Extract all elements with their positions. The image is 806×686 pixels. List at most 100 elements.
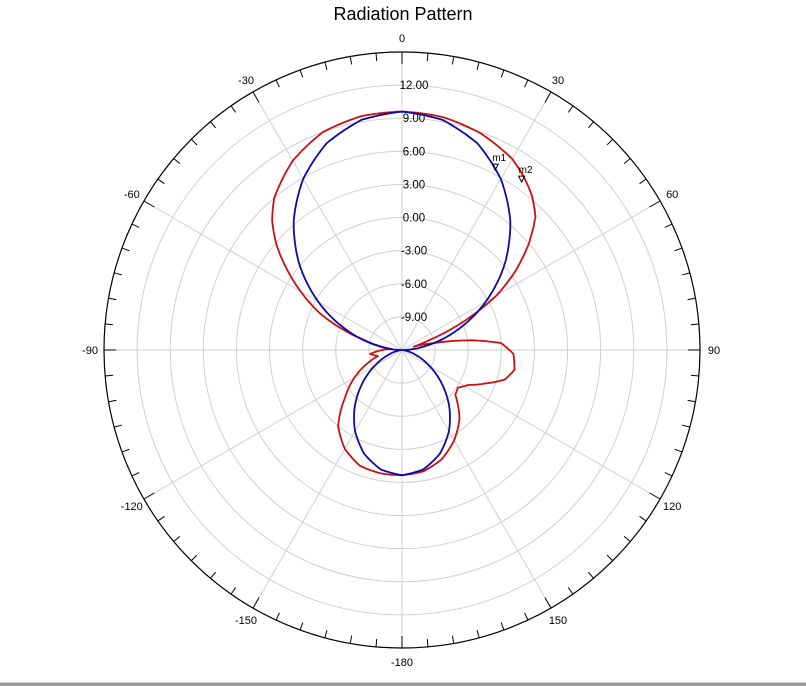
- angle-tick: [252, 597, 260, 609]
- angle-label: -90: [82, 345, 98, 357]
- angle-tick: [606, 554, 614, 562]
- angle-tick: [649, 492, 661, 500]
- angle-tick: [687, 399, 696, 403]
- angle-tick: [623, 158, 631, 164]
- angle-label: -180: [391, 657, 413, 669]
- angle-tick: [588, 121, 594, 129]
- marker-triangle-icon: [517, 175, 526, 184]
- angle-tick: [190, 138, 198, 146]
- marker-triangle-icon: [491, 163, 500, 172]
- angle-tick: [275, 612, 280, 621]
- bottom-scrollbar[interactable]: [0, 682, 806, 686]
- angle-tick: [500, 622, 505, 631]
- radial-tick-label: -3.00: [401, 246, 427, 258]
- angle-tick: [664, 472, 673, 477]
- angle-tick: [451, 56, 455, 65]
- angle-tick: [190, 554, 198, 562]
- angle-label: 60: [666, 189, 678, 201]
- angle-tick: [131, 472, 140, 477]
- angle-tick: [349, 56, 353, 65]
- angle-tick: [375, 53, 378, 62]
- angle-tick: [210, 121, 216, 129]
- marker-label: m2: [519, 165, 533, 176]
- angle-tick: [690, 323, 699, 326]
- red-curve: [271, 110, 537, 477]
- angle-tick: [108, 399, 117, 403]
- angle-tick: [230, 105, 237, 113]
- radial-tick-label: -9.00: [401, 312, 427, 324]
- angle-tick: [210, 571, 216, 579]
- angle-tick: [299, 69, 304, 78]
- angle-tick: [143, 492, 155, 500]
- radial-tick-label: -6.00: [401, 279, 427, 291]
- angle-tick: [544, 91, 552, 103]
- angle-tick: [567, 105, 574, 113]
- angle-tick: [121, 247, 130, 252]
- angle-tick: [230, 587, 237, 595]
- angle-tick: [324, 62, 328, 71]
- angle-tick: [349, 635, 353, 644]
- chart-title: Radiation Pattern: [333, 4, 473, 24]
- angle-tick: [690, 374, 699, 377]
- angle-tick: [157, 515, 165, 522]
- angle-tick: [606, 138, 614, 146]
- marker-label: m1: [492, 153, 506, 164]
- angle-label: 0: [399, 33, 405, 45]
- angle-tick: [500, 69, 505, 78]
- angle-tick: [114, 424, 123, 428]
- angle-tick: [664, 223, 673, 228]
- angle-tick: [681, 424, 690, 428]
- grid-spoke: [252, 349, 403, 609]
- angle-tick: [476, 629, 480, 638]
- radial-tick-label: 0.00: [403, 213, 425, 225]
- angle-label: -60: [124, 189, 140, 201]
- blue-curve: [292, 110, 512, 477]
- angle-tick: [451, 635, 455, 644]
- grid-spoke: [252, 91, 403, 351]
- angle-label: 90: [708, 345, 720, 357]
- angle-tick: [687, 297, 696, 301]
- angle-tick: [674, 247, 683, 252]
- angle-tick: [639, 178, 647, 185]
- angle-tick: [476, 62, 480, 71]
- angle-tick: [121, 448, 130, 453]
- angle-tick: [143, 200, 155, 208]
- radial-tick-label: 12.00: [400, 80, 429, 92]
- angle-tick: [108, 297, 117, 301]
- angle-label: -150: [235, 615, 257, 627]
- grid-spoke: [401, 349, 552, 609]
- angle-label: 120: [663, 501, 681, 513]
- angle-tick: [252, 91, 260, 103]
- angle-tick: [105, 374, 114, 377]
- angle-tick: [426, 638, 429, 647]
- angle-label: -30: [238, 75, 254, 87]
- grid-spoke: [143, 200, 403, 351]
- angle-tick: [524, 79, 529, 88]
- angle-tick: [588, 571, 594, 579]
- angle-tick: [544, 597, 552, 609]
- grid-spoke: [401, 349, 661, 500]
- angle-tick: [524, 612, 529, 621]
- angle-tick: [639, 515, 647, 522]
- angle-tick: [299, 622, 304, 631]
- angle-tick: [375, 638, 378, 647]
- angle-tick: [173, 536, 181, 542]
- angle-tick: [105, 323, 114, 326]
- grid-spoke: [401, 200, 661, 351]
- radial-tick-label: 6.00: [403, 146, 425, 158]
- angle-tick: [275, 79, 280, 88]
- angle-tick: [674, 448, 683, 453]
- angle-tick: [173, 158, 181, 164]
- angle-tick: [157, 178, 165, 185]
- grid-spoke: [143, 349, 403, 500]
- angle-tick: [567, 587, 574, 595]
- angle-tick: [114, 272, 123, 276]
- radial-tick-label: 9.00: [403, 113, 425, 125]
- angle-tick: [649, 200, 661, 208]
- angle-label: -120: [121, 501, 143, 513]
- radial-tick-label: 3.00: [403, 179, 425, 191]
- angle-tick: [426, 53, 429, 62]
- angle-tick: [681, 272, 690, 276]
- angle-tick: [131, 223, 140, 228]
